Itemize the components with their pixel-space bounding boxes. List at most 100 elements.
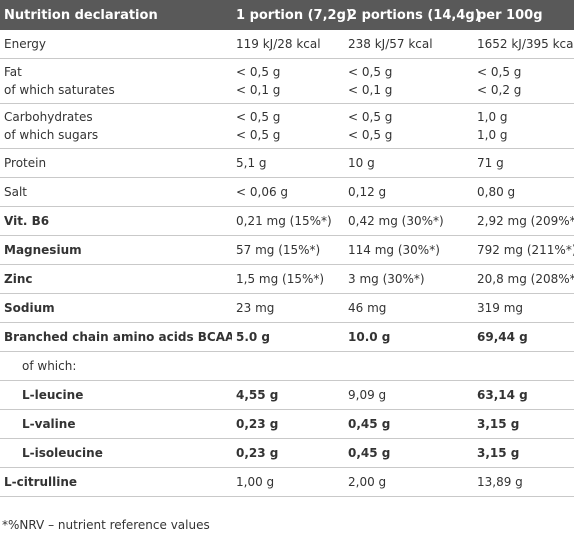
- header-one-portion: 1 portion (7,2g): [232, 0, 352, 30]
- cell-per-100g: 1,0 g 1,0 g: [473, 103, 574, 149]
- header-per-100g: per 100g: [473, 0, 574, 30]
- label-sugars: of which sugars: [4, 128, 99, 142]
- cell-per-100g: 69,44 g: [473, 322, 574, 352]
- cell-one-portion: 0,23 g: [232, 409, 344, 439]
- row-label: Vit. B6: [0, 206, 232, 236]
- row-label: Salt: [0, 177, 232, 207]
- table-row-sodium: Sodium 23 mg 46 mg 319 mg: [0, 293, 574, 323]
- value-sugars: < 0,5 g: [236, 128, 281, 142]
- cell-one-portion: 23 mg: [232, 293, 344, 323]
- cell-one-portion: < 0,5 g < 0,5 g: [232, 103, 344, 149]
- cell-two-portions: 10 g: [344, 148, 473, 178]
- row-label: Zinc: [0, 264, 232, 294]
- row-label: L-isoleucine: [0, 438, 232, 468]
- cell-two-portions: 9,09 g: [344, 380, 473, 410]
- cell-per-100g: 792 mg (211%*): [473, 235, 574, 265]
- cell-one-portion: 1,5 mg (15%*): [232, 264, 344, 294]
- table-row-l-valine: L-valine 0,23 g 0,45 g 3,15 g: [0, 409, 574, 439]
- nutrition-table-container: Nutrition declaration 1 portion (7,2g) 2…: [0, 0, 574, 497]
- cell-two-portions: 2,00 g: [344, 467, 473, 497]
- value-sugars: 1,0 g: [477, 128, 508, 142]
- cell-per-100g: < 0,5 g < 0,2 g: [473, 58, 574, 104]
- row-label: Carbohydrates of which sugars: [0, 103, 232, 149]
- cell-two-portions: 114 mg (30%*): [344, 235, 473, 265]
- value-carbohydrates: 1,0 g: [477, 110, 508, 124]
- cell-two-portions: [344, 351, 473, 381]
- cell-one-portion: [232, 351, 344, 381]
- table-row-magnesium: Magnesium 57 mg (15%*) 114 mg (30%*) 792…: [0, 235, 574, 265]
- cell-per-100g: [473, 351, 574, 381]
- cell-per-100g: 2,92 mg (209%*): [473, 206, 574, 236]
- cell-per-100g: 3,15 g: [473, 409, 574, 439]
- table-row-fat: Fat of which saturates < 0,5 g < 0,1 g <…: [0, 58, 574, 104]
- value-saturates: < 0,1 g: [236, 83, 281, 97]
- value-fat: < 0,5 g: [348, 65, 393, 79]
- table-row-salt: Salt < 0,06 g 0,12 g 0,80 g: [0, 177, 574, 207]
- table-body: Energy 119 kJ/28 kcal 238 kJ/57 kcal 165…: [0, 30, 574, 497]
- table-row-carbohydrates: Carbohydrates of which sugars < 0,5 g < …: [0, 103, 574, 149]
- value-sugars: < 0,5 g: [348, 128, 393, 142]
- label-fat: Fat: [4, 65, 22, 79]
- cell-two-portions: 3 mg (30%*): [344, 264, 473, 294]
- table-row-of-which: of which:: [0, 351, 574, 381]
- table-row-l-isoleucine: L-isoleucine 0,23 g 0,45 g 3,15 g: [0, 438, 574, 468]
- cell-two-portions: < 0,5 g < 0,1 g: [344, 58, 473, 104]
- row-label: Protein: [0, 148, 232, 178]
- row-label: Fat of which saturates: [0, 58, 232, 104]
- cell-per-100g: 1652 kJ/395 kcal: [473, 30, 574, 59]
- cell-per-100g: 319 mg: [473, 293, 574, 323]
- value-fat: < 0,5 g: [236, 65, 281, 79]
- cell-two-portions: 0,42 mg (30%*): [344, 206, 473, 236]
- cell-one-portion: 119 kJ/28 kcal: [232, 30, 344, 59]
- table-row-vit-b6: Vit. B6 0,21 mg (15%*) 0,42 mg (30%*) 2,…: [0, 206, 574, 236]
- value-saturates: < 0,1 g: [348, 83, 393, 97]
- cell-per-100g: 3,15 g: [473, 438, 574, 468]
- label-saturates: of which saturates: [4, 83, 115, 97]
- cell-two-portions: 46 mg: [344, 293, 473, 323]
- cell-one-portion: 0,21 mg (15%*): [232, 206, 344, 236]
- row-label: Magnesium: [0, 235, 232, 265]
- cell-per-100g: 13,89 g: [473, 467, 574, 497]
- cell-two-portions: < 0,5 g < 0,5 g: [344, 103, 473, 149]
- header-nutrition-declaration: Nutrition declaration: [0, 0, 232, 30]
- row-label: Branched chain amino acids BCAA *: [0, 322, 232, 352]
- cell-per-100g: 71 g: [473, 148, 574, 178]
- row-label: L-leucine: [0, 380, 232, 410]
- cell-two-portions: 10.0 g: [344, 322, 473, 352]
- nutrition-table: Nutrition declaration 1 portion (7,2g) 2…: [0, 0, 574, 497]
- table-row-energy: Energy 119 kJ/28 kcal 238 kJ/57 kcal 165…: [0, 30, 574, 59]
- value-saturates: < 0,2 g: [477, 83, 522, 97]
- table-row-bcaa: Branched chain amino acids BCAA * 5.0 g …: [0, 322, 574, 352]
- table-header: Nutrition declaration 1 portion (7,2g) 2…: [0, 0, 574, 30]
- row-label: L-citrulline: [0, 467, 232, 497]
- value-fat: < 0,5 g: [477, 65, 522, 79]
- cell-per-100g: 20,8 mg (208%*): [473, 264, 574, 294]
- label-carbohydrates: Carbohydrates: [4, 110, 93, 124]
- cell-two-portions: 0,45 g: [344, 438, 473, 468]
- cell-one-portion: 5.0 g: [232, 322, 344, 352]
- value-carbohydrates: < 0,5 g: [348, 110, 393, 124]
- cell-one-portion: 1,00 g: [232, 467, 344, 497]
- header-row: Nutrition declaration 1 portion (7,2g) 2…: [0, 0, 574, 30]
- table-row-protein: Protein 5,1 g 10 g 71 g: [0, 148, 574, 178]
- cell-one-portion: < 0,06 g: [232, 177, 344, 207]
- row-label: Sodium: [0, 293, 232, 323]
- cell-one-portion: < 0,5 g < 0,1 g: [232, 58, 344, 104]
- cell-two-portions: 0,45 g: [344, 409, 473, 439]
- table-row-l-citrulline: L-citrulline 1,00 g 2,00 g 13,89 g: [0, 467, 574, 497]
- footnote: *%NRV – nutrient reference values: [2, 518, 210, 532]
- cell-two-portions: 0,12 g: [344, 177, 473, 207]
- cell-two-portions: 238 kJ/57 kcal: [344, 30, 473, 59]
- table-row-zinc: Zinc 1,5 mg (15%*) 3 mg (30%*) 20,8 mg (…: [0, 264, 574, 294]
- cell-one-portion: 57 mg (15%*): [232, 235, 344, 265]
- cell-one-portion: 5,1 g: [232, 148, 344, 178]
- cell-per-100g: 63,14 g: [473, 380, 574, 410]
- table-row-l-leucine: L-leucine 4,55 g 9,09 g 63,14 g: [0, 380, 574, 410]
- cell-one-portion: 0,23 g: [232, 438, 344, 468]
- row-label: Energy: [0, 30, 232, 59]
- row-label: of which:: [0, 351, 232, 381]
- header-two-portions: 2 portions (14,4g): [344, 0, 481, 30]
- row-label: L-valine: [0, 409, 232, 439]
- cell-one-portion: 4,55 g: [232, 380, 344, 410]
- value-carbohydrates: < 0,5 g: [236, 110, 281, 124]
